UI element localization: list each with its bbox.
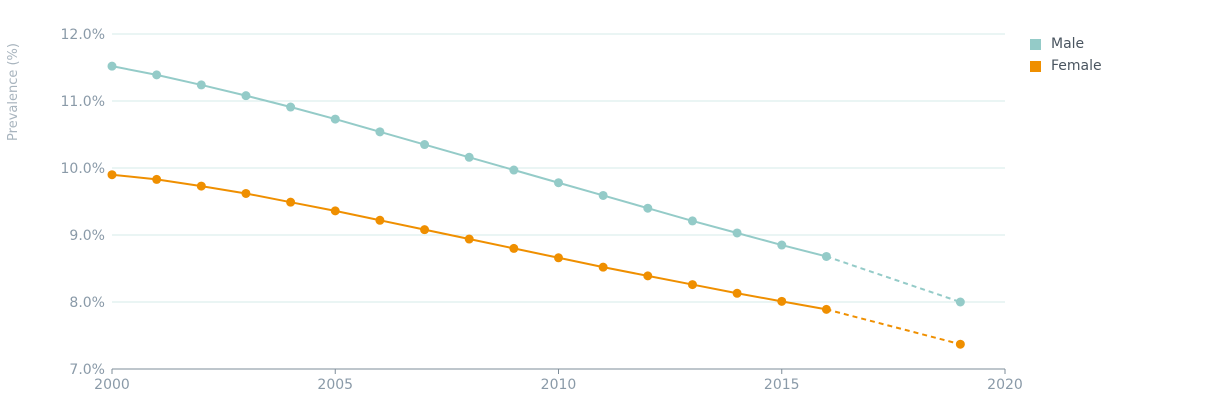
x-axis-ticks: 2000 2005 2010 2015 2020	[94, 369, 1023, 393]
male-data-point	[420, 140, 430, 150]
y-tick-label: 11.0%	[61, 94, 105, 110]
male-data-point	[777, 240, 787, 250]
male-data-point	[732, 228, 742, 238]
female-data-point	[152, 174, 162, 184]
female-series-projection-line	[826, 308, 961, 346]
legend-label: Female	[1051, 58, 1102, 74]
female-data-point	[554, 253, 563, 263]
female-data-point	[107, 170, 117, 180]
x-tick-label: 2010	[541, 377, 577, 393]
female-data-point	[732, 288, 742, 298]
y-tick-label: 8.0%	[69, 295, 105, 311]
male-data-point	[554, 178, 563, 188]
legend-item-male: Male	[1030, 33, 1102, 55]
female-data-point	[464, 234, 474, 244]
male-data-point	[241, 91, 251, 101]
male-data-point	[464, 152, 474, 162]
female-data-point	[687, 280, 697, 290]
female-data-point	[777, 296, 787, 306]
female-data-point	[821, 304, 831, 314]
gridlines	[112, 33, 1005, 370]
female-data-point	[241, 188, 251, 198]
female-data-point	[955, 339, 965, 349]
male-data-point	[821, 251, 831, 261]
female-data-point	[375, 215, 385, 225]
male-data-point	[687, 216, 697, 226]
legend-item-female: Female	[1030, 55, 1102, 77]
male-data-point	[107, 61, 117, 71]
male-data-point	[955, 297, 965, 307]
y-tick-label: 7.0%	[69, 362, 105, 378]
male-data-point	[286, 102, 296, 112]
x-tick-label: 2020	[987, 377, 1023, 393]
male-data-point	[152, 70, 162, 80]
legend-swatch	[1030, 60, 1041, 72]
y-axis-label: Prevalence (%)	[6, 43, 21, 141]
male-data-point	[643, 203, 653, 213]
y-tick-label: 10.0%	[61, 161, 105, 177]
female-data-point	[643, 271, 653, 281]
legend-swatch	[1030, 38, 1041, 50]
female-data-point	[330, 206, 340, 216]
female-data-point	[509, 243, 519, 253]
series-group	[107, 61, 965, 349]
legend: Male Female	[1030, 33, 1102, 77]
male-data-point	[509, 165, 519, 175]
x-tick-label: 2005	[317, 377, 353, 393]
y-axis-ticks: 7.0% 8.0% 9.0% 10.0% 11.0% 12.0%	[61, 27, 105, 378]
female-data-point	[286, 197, 296, 207]
x-tick-label: 2000	[94, 377, 130, 393]
female-data-point	[196, 181, 206, 191]
male-series-projection-line	[826, 255, 961, 303]
y-tick-label: 12.0%	[61, 27, 105, 43]
male-data-point	[375, 127, 385, 137]
y-tick-label: 9.0%	[69, 228, 105, 244]
male-data-point	[598, 190, 608, 200]
male-data-point	[330, 114, 340, 124]
x-tick-label: 2015	[764, 377, 800, 393]
legend-label: Male	[1051, 36, 1085, 52]
male-data-point	[196, 80, 206, 90]
female-data-point	[420, 225, 430, 235]
female-data-point	[598, 262, 608, 272]
